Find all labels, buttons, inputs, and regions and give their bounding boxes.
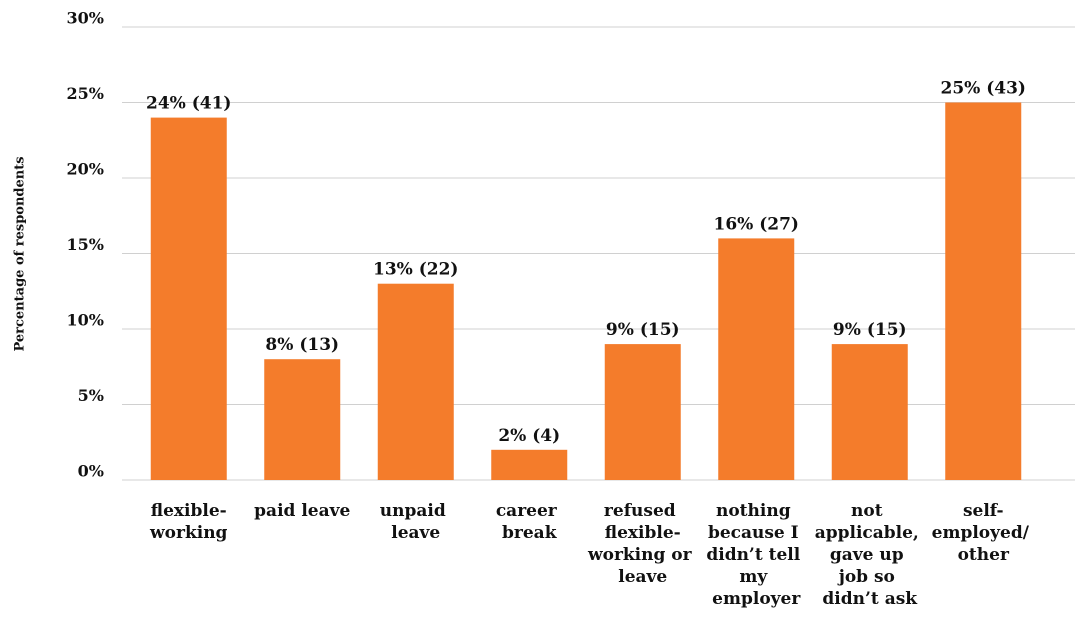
x-tick-label: flexible-working <box>149 501 228 543</box>
value-label: 8% (13) <box>265 335 339 355</box>
x-tick-label: career break <box>496 501 563 543</box>
x-tick-label: self-employed/ other <box>932 501 1035 565</box>
y-tick-label: 30% <box>67 9 104 28</box>
bar <box>831 344 908 480</box>
value-label: 25% (43) <box>941 79 1026 99</box>
y-axis-label: Percentage of respondents <box>13 156 28 351</box>
y-tick-label: 5% <box>78 386 104 405</box>
y-tick-label: 25% <box>67 84 104 103</box>
bar <box>264 359 341 480</box>
bar <box>150 117 227 480</box>
y-tick-label: 15% <box>67 235 104 254</box>
y-tick-label: 10% <box>67 311 104 330</box>
x-tick-label: nothing because I didn’t tell my employe… <box>706 501 806 609</box>
value-label: 9% (15) <box>833 320 907 340</box>
bar <box>604 344 681 480</box>
y-tick-label: 20% <box>67 160 104 179</box>
y-tick-label: 0% <box>78 462 104 481</box>
value-label: 2% (4) <box>498 426 560 446</box>
x-tick-label: not applicable, gave up job so didn’t as… <box>815 501 925 609</box>
bar <box>491 449 568 480</box>
bar <box>718 238 795 480</box>
value-label: 13% (22) <box>373 260 458 280</box>
value-label: 24% (41) <box>146 94 231 114</box>
x-tick-label: unpaid leave <box>380 501 452 543</box>
value-label: 9% (15) <box>606 320 680 340</box>
bar <box>377 283 454 480</box>
bar <box>945 102 1022 480</box>
x-tick-label: refused flexible-working or leave <box>587 501 698 587</box>
x-tick-label: paid leave <box>254 501 350 521</box>
value-label: 16% (27) <box>714 214 799 234</box>
